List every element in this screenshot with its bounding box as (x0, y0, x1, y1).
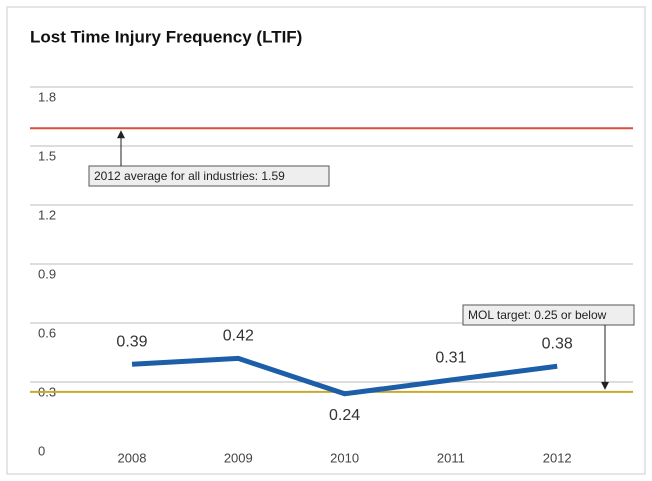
x-tick-label: 2009 (224, 450, 253, 465)
line-series (131, 355, 558, 397)
y-tick-label: 0.6 (38, 325, 56, 340)
annotation: 2012 average for all industries: 1.59 (94, 169, 285, 183)
data-label: 0.39 (116, 334, 147, 351)
y-tick-label: 1.8 (38, 89, 56, 104)
annotation: MOL target: 0.25 or below (468, 308, 607, 322)
x-tick-label: 2010 (330, 450, 359, 465)
arrow-head (117, 130, 125, 139)
y-tick-label: 0.9 (38, 266, 56, 281)
chart-title: Lost Time Injury Frequency (LTIF) (30, 27, 302, 46)
data-label: 0.31 (435, 349, 466, 366)
annotation-box (462, 304, 635, 326)
x-tick-label: 2011 (437, 450, 465, 465)
x-tick-label: 2012 (543, 450, 572, 465)
data-label: 0.24 (329, 407, 360, 424)
x-tick-label: 2008 (118, 450, 147, 465)
y-tick-label: 0 (38, 443, 45, 458)
y-tick-label: 1.5 (38, 148, 56, 163)
data-label: 0.42 (223, 328, 254, 345)
data-label: 0.38 (542, 335, 573, 352)
annotation-box (88, 165, 330, 187)
frame (6, 6, 646, 475)
arrow-head (601, 381, 609, 390)
y-tick-label: 1.2 (38, 207, 56, 222)
